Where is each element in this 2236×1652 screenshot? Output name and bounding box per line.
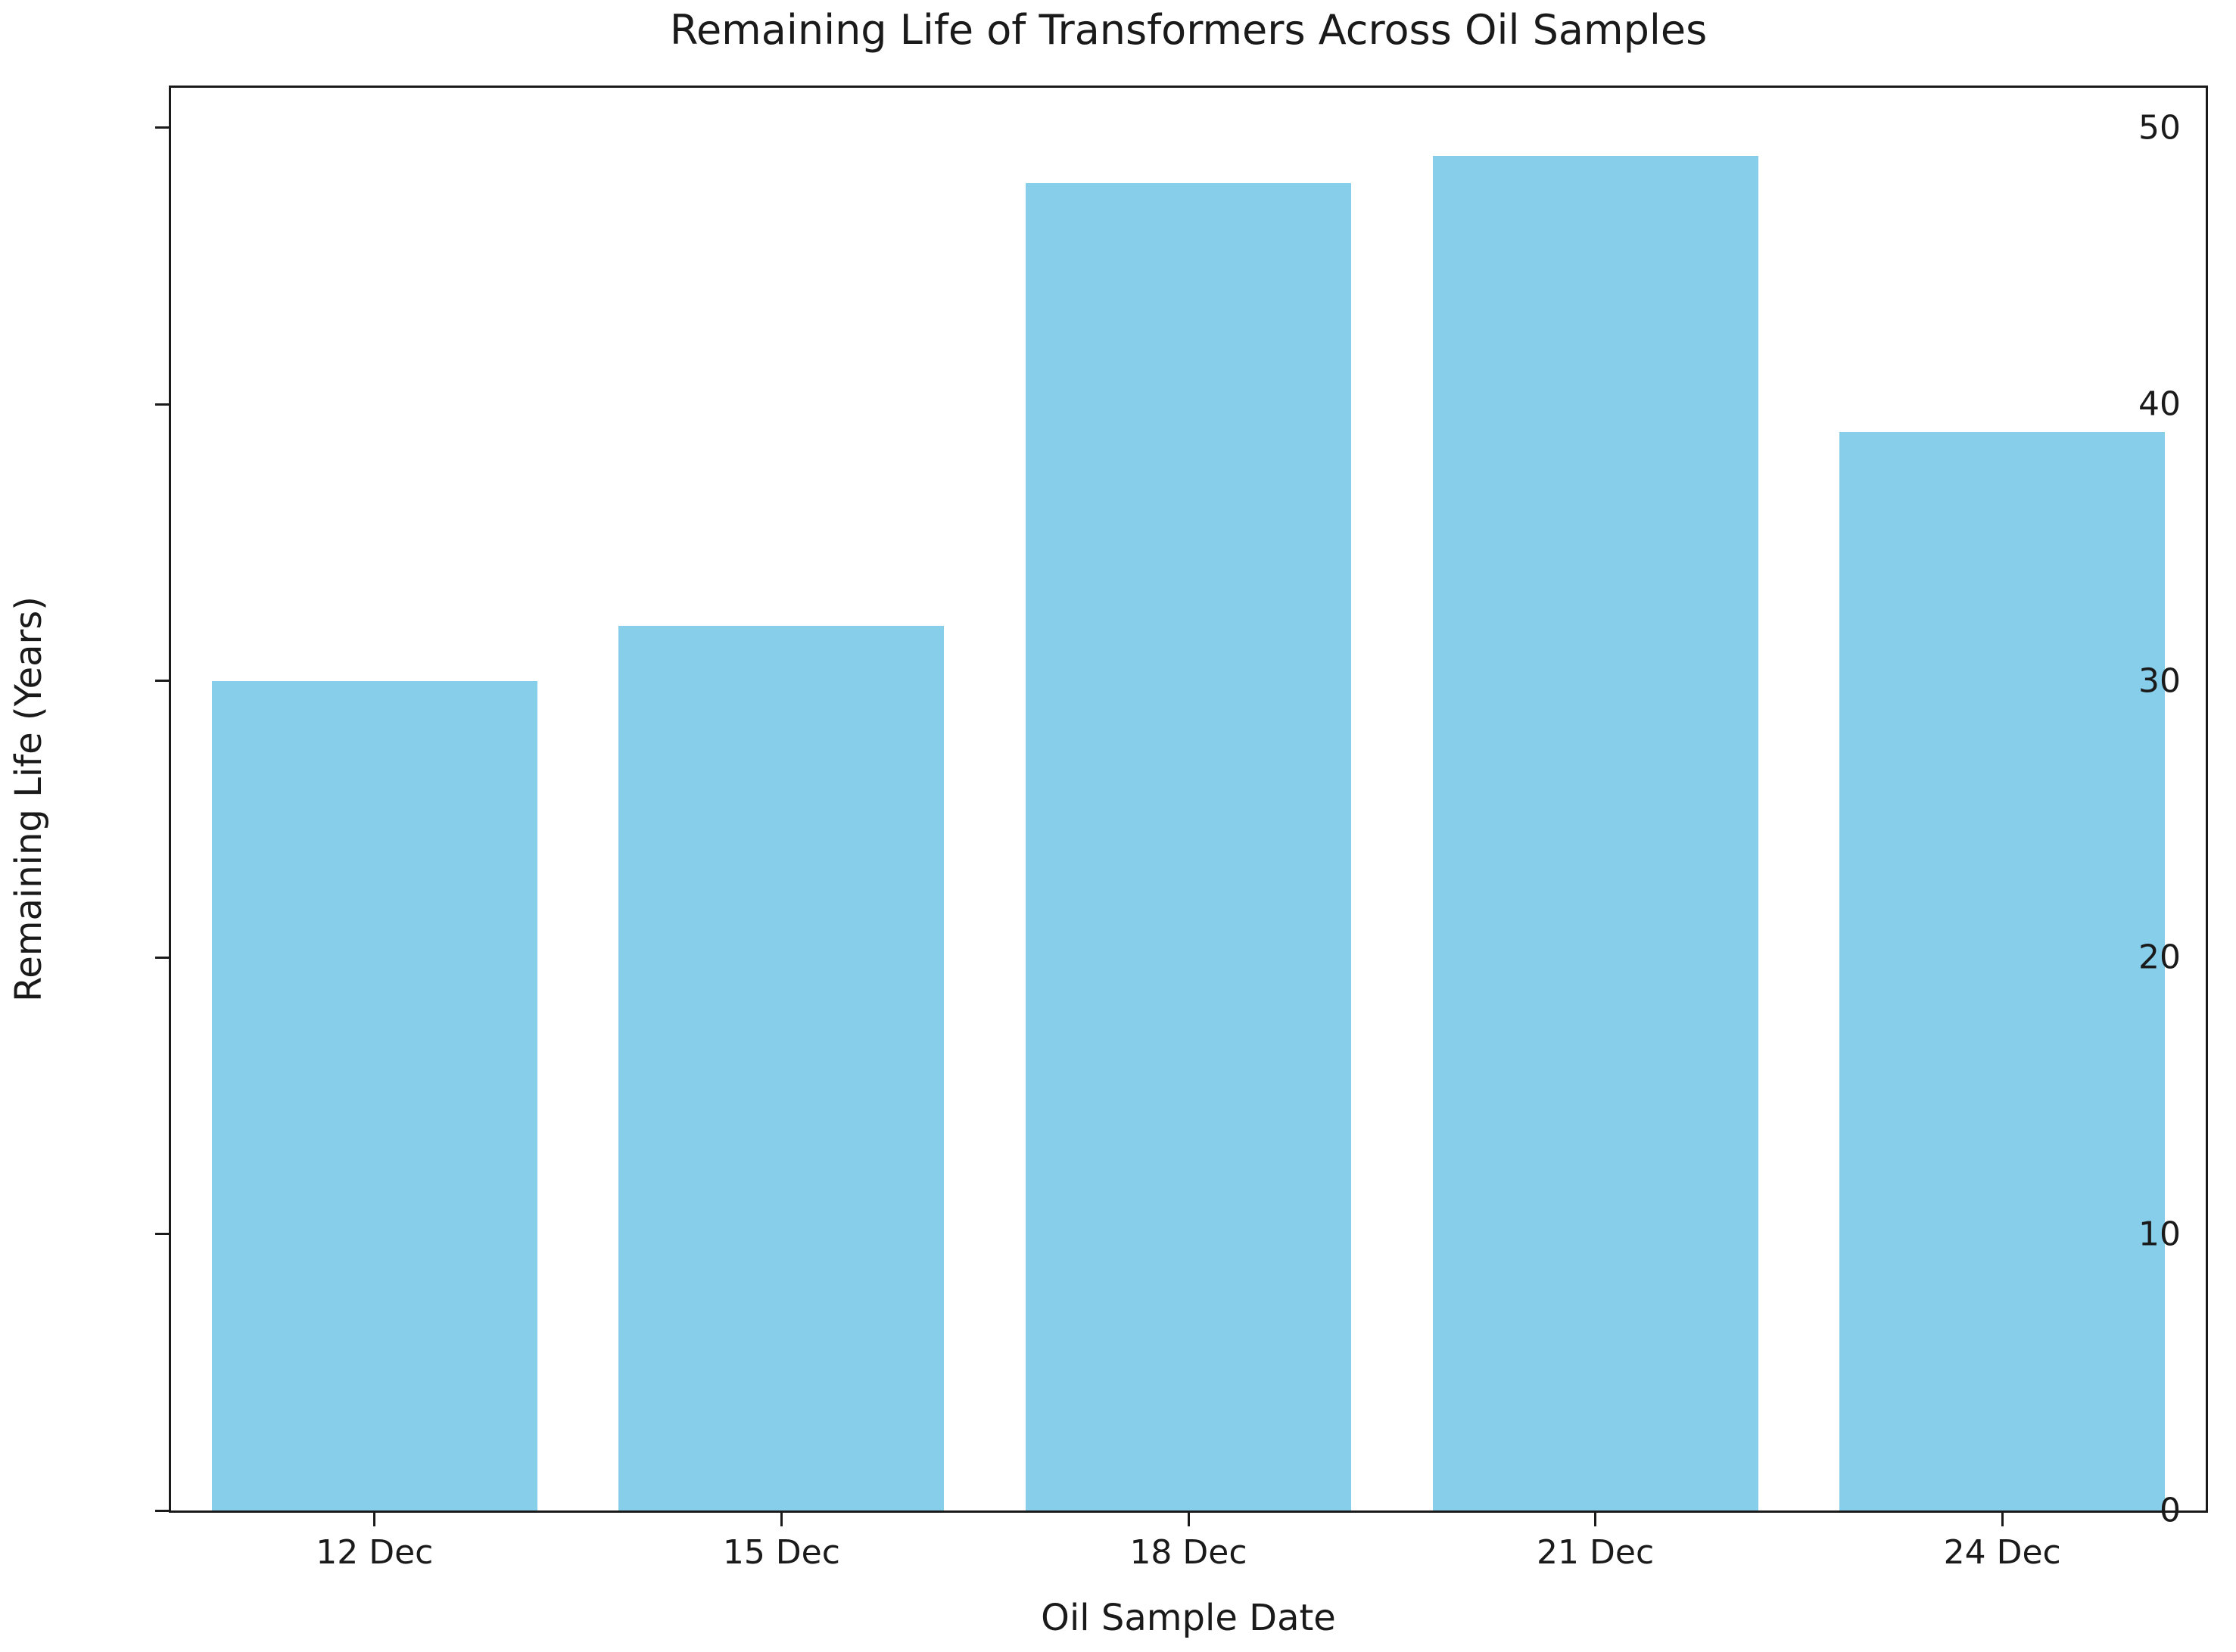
x-tick-label-18-dec: 18 Dec [1129, 1533, 1247, 1572]
x-tick-label-21-dec: 21 Dec [1537, 1533, 1655, 1572]
x-tick-mark-12-dec [373, 1513, 376, 1526]
bar-18-dec [1025, 183, 1352, 1510]
bar-24-dec [1839, 431, 2166, 1510]
x-axis-label: Oil Sample Date [1041, 1597, 1336, 1639]
bar-21-dec [1432, 155, 1758, 1510]
y-tick-label-0: 0 [2160, 1491, 2181, 1530]
y-tick-label-20: 20 [2138, 938, 2181, 977]
chart-title: Remaining Life of Transformers Across Oi… [669, 6, 1708, 54]
y-tick-mark-30 [155, 680, 169, 683]
x-tick-mark-15-dec [780, 1513, 783, 1526]
y-tick-mark-40 [155, 403, 169, 406]
y-tick-label-10: 10 [2138, 1215, 2181, 1254]
bar-15-dec [618, 625, 945, 1510]
x-tick-mark-21-dec [1594, 1513, 1597, 1526]
x-tick-label-12-dec: 12 Dec [316, 1533, 434, 1572]
x-tick-label-15-dec: 15 Dec [722, 1533, 840, 1572]
y-tick-mark-20 [155, 956, 169, 959]
plot-area: 0 10 20 30 40 50 12 Dec 15 Dec 18 Dec 21 Dec 24 De… [155, 86, 2208, 1572]
x-tick-mark-24-dec [2001, 1513, 2004, 1526]
x-tick-mark-18-dec [1187, 1513, 1190, 1526]
y-tick-mark-50 [155, 126, 169, 129]
y-tick-label-30: 30 [2138, 661, 2181, 701]
y-axis-label: Remaining Life (Years) [8, 596, 50, 1002]
bar-12-dec [211, 680, 537, 1510]
x-tick-label-24-dec: 24 Dec [1943, 1533, 2061, 1572]
y-tick-label-40: 40 [2138, 384, 2181, 424]
y-tick-mark-0 [155, 1509, 169, 1512]
y-tick-label-50: 50 [2138, 108, 2181, 148]
y-tick-mark-10 [155, 1233, 169, 1236]
